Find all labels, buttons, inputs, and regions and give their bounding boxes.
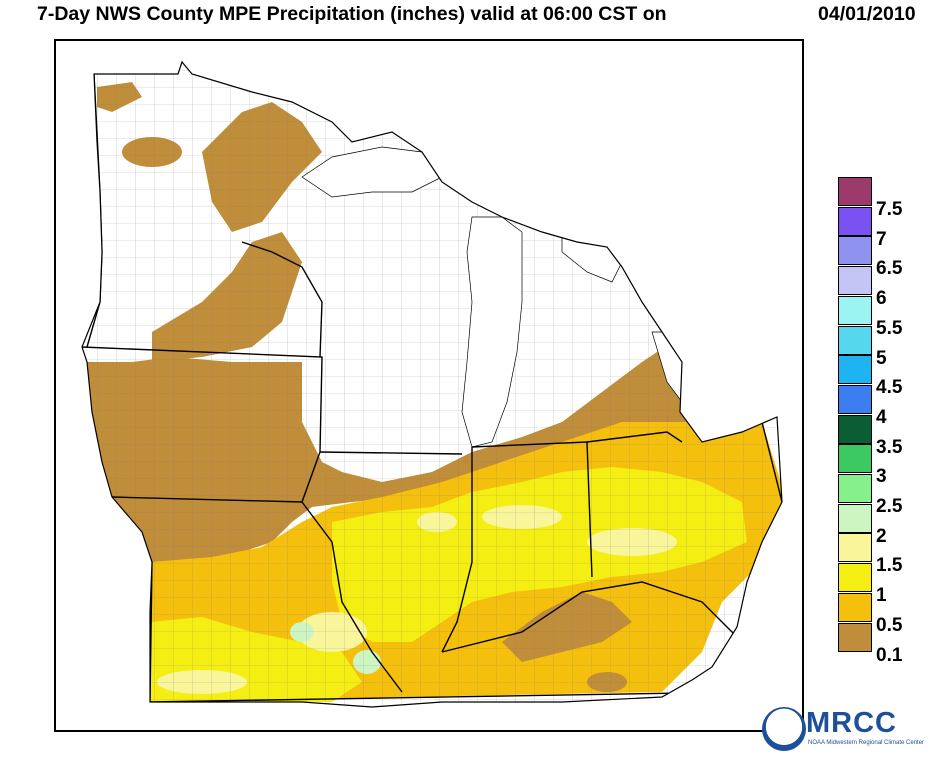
legend-swatch <box>838 592 872 622</box>
legend-swatch <box>838 384 872 414</box>
legend-swatch <box>838 414 872 444</box>
legend-label: 5.5 <box>876 317 903 339</box>
map-frame <box>54 39 804 732</box>
mrcc-logo: MRCC NOAA Midwestern Regional Climate Ce… <box>762 705 932 761</box>
state-boundaries <box>82 73 782 703</box>
precip-fields <box>82 62 782 707</box>
logo-text: MRCC <box>806 707 897 739</box>
legend-label: 7 <box>876 228 887 250</box>
precipitation-map <box>81 60 783 708</box>
legend-label: 4.5 <box>876 377 903 399</box>
legend-label: 2 <box>876 525 887 547</box>
legend-label: 4 <box>876 406 887 428</box>
logo-subtitle: NOAA Midwestern Regional Climate Center <box>808 740 925 746</box>
legend-label: 1.5 <box>876 555 903 577</box>
legend-swatch <box>838 622 872 652</box>
noaa-emblem-icon <box>762 707 806 751</box>
valid-date: 04/01/2010 <box>818 3 916 25</box>
legend-swatch <box>838 355 872 385</box>
legend-label: 0.5 <box>876 614 903 636</box>
legend-swatch <box>838 236 872 266</box>
legend-swatch <box>838 444 872 474</box>
legend-label: 6 <box>876 288 887 310</box>
legend-label: 5 <box>876 347 887 369</box>
legend-swatch <box>838 177 872 206</box>
legend-label: 1 <box>876 585 887 607</box>
legend-label: 7.5 <box>876 199 903 220</box>
legend-label: 0.1 <box>876 644 903 666</box>
legend-label: 6.5 <box>876 258 903 280</box>
map-title: 7-Day NWS County MPE Precipitation (inch… <box>37 3 667 25</box>
legend-swatch <box>838 266 872 296</box>
legend-swatch <box>838 563 872 593</box>
legend-label: 3.5 <box>876 436 903 458</box>
legend-swatch <box>838 295 872 325</box>
legend-swatch <box>838 474 872 503</box>
region-outline <box>81 60 783 708</box>
legend-label: 2.5 <box>876 496 903 517</box>
legend-swatch <box>838 533 872 563</box>
legend-swatch <box>838 206 872 236</box>
legend-label: 3 <box>876 466 887 488</box>
legend-swatch <box>838 325 872 355</box>
legend-swatch <box>838 503 872 533</box>
